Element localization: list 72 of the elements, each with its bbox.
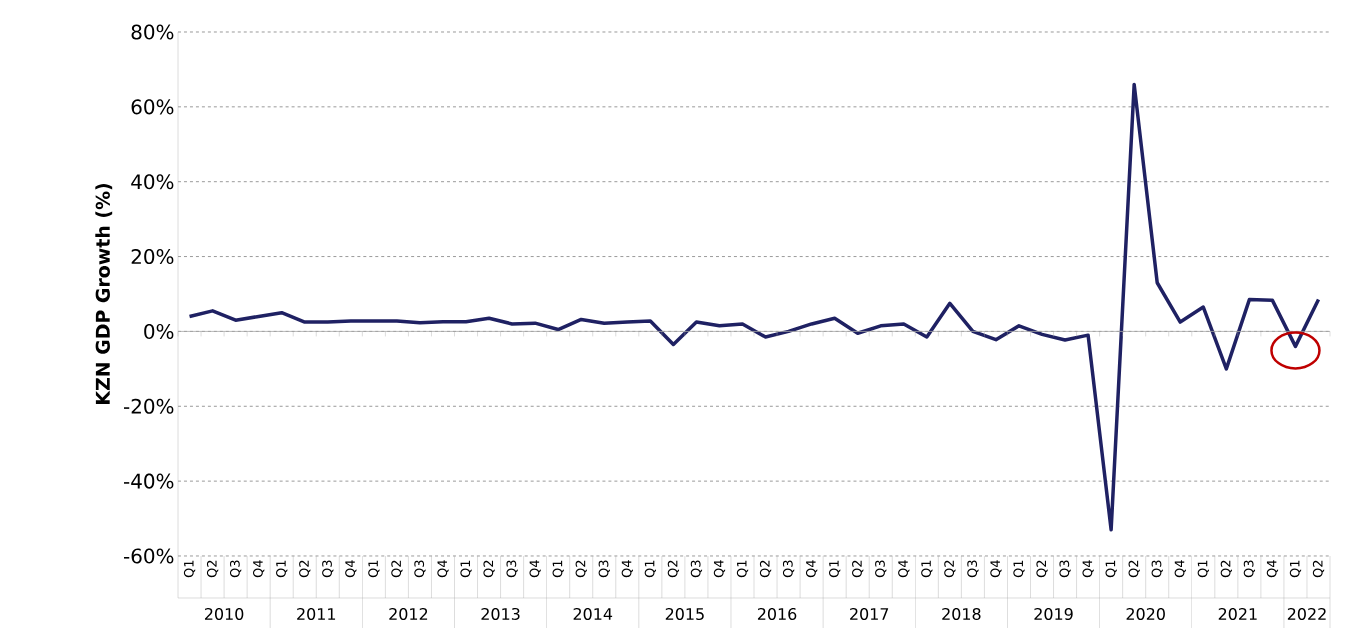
x-tick-label: Q1 [829, 560, 841, 578]
x-tick-label: Q2 [759, 560, 772, 578]
x-tick-label: Q3 [1059, 560, 1071, 578]
x-tick-label: Q3 [598, 560, 610, 578]
x-tick-label: Q4 [1174, 560, 1186, 578]
text: 2011 [297, 607, 336, 621]
y-tick-label: -60% [123, 548, 174, 564]
x-tick-label: Q4 [1266, 560, 1279, 578]
x-tick-label: Q1 [921, 560, 933, 578]
x-tick-label: Q4 [621, 560, 633, 578]
x-tick-label: Q2 [483, 560, 495, 578]
x-tick-label: Q4 [990, 560, 1002, 578]
x-tick-label: Q3 [414, 560, 426, 578]
text: 2013 [481, 607, 520, 621]
x-tick-label: Q4 [345, 560, 357, 578]
x-tick-label: Q4 [253, 560, 265, 578]
x-tick-label: Q4 [437, 560, 449, 578]
x-tick-label: Q3 [1243, 560, 1256, 578]
x-tick-label: Q1 [1197, 560, 1209, 578]
text: 2014 [573, 607, 613, 621]
x-tick-label: Q3 [322, 560, 334, 578]
x-tick-label: Q2 [206, 560, 219, 578]
text: 2010 [204, 607, 244, 621]
text: 2016 [757, 607, 797, 621]
text: 2015 [665, 607, 704, 621]
y-tick-label: -20% [123, 398, 174, 414]
text: 2017 [850, 607, 889, 621]
x-tick-label: Q1 [552, 560, 564, 578]
x-tick-label: Q2 [852, 560, 864, 578]
x-tick-label: Q2 [1220, 560, 1232, 578]
x-tick-label: Q4 [805, 560, 818, 578]
x-tick-label: Q1 [183, 560, 196, 578]
text: 2019 [1034, 607, 1073, 621]
x-tick-label: Q2 [575, 560, 587, 578]
text: 2020 [1126, 607, 1165, 621]
x-tick-label: Q3 [1151, 560, 1163, 578]
x-tick-label: Q4 [1082, 560, 1094, 578]
y-tick-label: -40% [123, 473, 174, 489]
text: 2012 [389, 607, 428, 621]
x-tick-label: Q3 [967, 560, 979, 578]
x-tick-label: Q2 [944, 560, 956, 578]
x-tick-label: Q1 [276, 560, 288, 578]
x-tick-label: Q1 [368, 560, 380, 578]
text: 2018 [942, 607, 981, 621]
x-tick-label: Q1 [736, 560, 749, 578]
x-tick-label: Q3 [506, 560, 518, 578]
y-tick-label: 60% [131, 99, 174, 115]
x-tick-label: Q3 [782, 560, 795, 578]
x-tick-label: Q1 [1289, 560, 1302, 578]
x-tick-label: Q2 [667, 560, 680, 578]
x-tick-label: Q1 [1013, 560, 1025, 578]
x-tick-label: Q3 [690, 560, 703, 578]
x-tick-label: Q3 [229, 560, 242, 578]
y-tick-label: 40% [131, 174, 174, 190]
y-axis-title: KZN GDP Growth (%) [95, 183, 113, 404]
y-tick-label: 0% [144, 323, 174, 339]
x-tick-label: Q4 [898, 560, 910, 578]
x-tick-label: Q3 [875, 560, 887, 578]
x-tick-label: Q1 [644, 560, 656, 578]
x-tick-label: Q4 [529, 560, 541, 578]
x-tick-label: Q2 [1312, 560, 1325, 578]
x-tick-label: Q2 [299, 560, 311, 578]
x-tick-label: Q2 [391, 560, 403, 578]
text: 2021 [1218, 607, 1257, 621]
x-tick-label: Q1 [460, 560, 472, 578]
x-tick-label: Q4 [713, 560, 726, 578]
y-tick-label: 80% [131, 24, 174, 40]
text: 2022 [1287, 607, 1326, 621]
x-tick-label: Q2 [1128, 560, 1140, 578]
y-tick-label: 20% [131, 249, 174, 265]
x-tick-label: Q1 [1105, 560, 1117, 578]
x-tick-label: Q2 [1036, 560, 1048, 578]
